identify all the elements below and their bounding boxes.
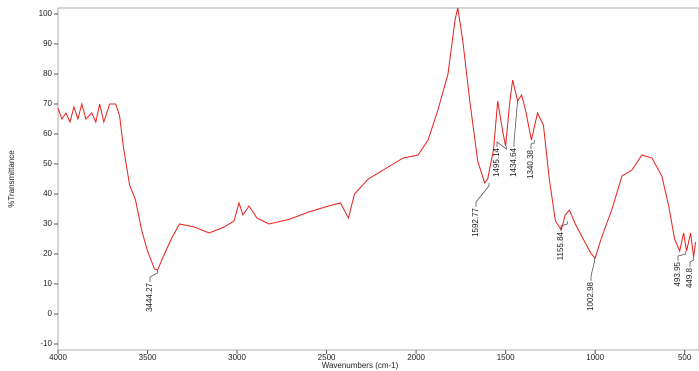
peak-label: 1340.38 bbox=[526, 149, 535, 178]
peak-leader bbox=[530, 140, 535, 149]
y-tick-label: 20 bbox=[43, 249, 52, 258]
y-tick-label: 40 bbox=[43, 189, 52, 198]
y-tick-label: 100 bbox=[39, 9, 53, 18]
peak-label: 493.95 bbox=[673, 261, 682, 286]
x-tick-label: 3500 bbox=[139, 353, 157, 362]
x-tick-label: 4000 bbox=[49, 353, 67, 362]
peak-leader bbox=[677, 251, 687, 261]
y-tick-label: 10 bbox=[43, 279, 52, 288]
peak-leader bbox=[590, 257, 595, 281]
peak-label: 1434.64 bbox=[509, 147, 518, 176]
peak-leader bbox=[475, 182, 490, 207]
y-tick-label: 50 bbox=[43, 159, 52, 168]
peak-leader bbox=[496, 141, 507, 150]
peak-label: 1002.98 bbox=[586, 281, 595, 310]
y-tick-label: 70 bbox=[43, 99, 52, 108]
spectrum-line bbox=[57, 7, 697, 271]
x-tick-label: 1500 bbox=[497, 353, 515, 362]
x-tick-label: 1000 bbox=[586, 353, 604, 362]
y-axis-label: %Transmittance bbox=[7, 150, 16, 208]
y-tick-label: -10 bbox=[40, 339, 52, 348]
y-tick-label: 90 bbox=[43, 39, 52, 48]
peak-leader bbox=[560, 221, 568, 231]
x-tick-label: 3000 bbox=[228, 353, 246, 362]
peak-label: 3444.27 bbox=[145, 282, 154, 311]
peak-label: 449.8 bbox=[685, 267, 694, 288]
x-axis-label: Wavenumbers (cm-1) bbox=[322, 361, 399, 370]
x-tick-label: 500 bbox=[678, 353, 692, 362]
peak-leader bbox=[689, 257, 695, 267]
y-tick-label: 60 bbox=[43, 129, 52, 138]
plot-frame bbox=[57, 7, 699, 351]
y-tick-label: 30 bbox=[43, 219, 52, 228]
x-tick-label: 2000 bbox=[407, 353, 425, 362]
y-tick-label: 0 bbox=[48, 309, 53, 318]
peak-label: 1155.84 bbox=[556, 231, 565, 260]
peak-leader bbox=[149, 269, 158, 282]
peak-leader bbox=[513, 101, 518, 147]
y-tick-label: 80 bbox=[43, 69, 52, 78]
peak-label: 1495.14 bbox=[492, 147, 501, 176]
x-tick-label: 2500 bbox=[318, 353, 336, 362]
peak-label: 1592.77 bbox=[471, 207, 480, 236]
